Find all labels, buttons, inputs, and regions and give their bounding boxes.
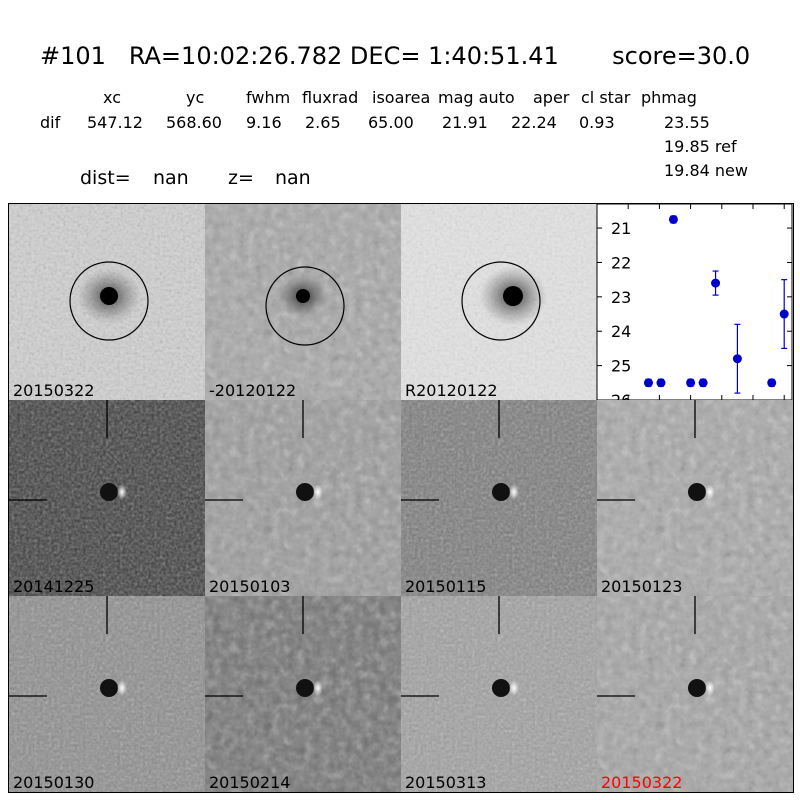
cutout-panel: 20150322 [597, 596, 793, 792]
dec-value: DEC= 1:40:51.41 [349, 42, 559, 70]
cutout-date-label: 20150214 [209, 773, 291, 792]
y-tick-label: 25 [611, 357, 631, 376]
col-header-xc: xc [103, 88, 121, 107]
ref-mag: 19.85 ref [664, 137, 737, 156]
ra-value: RA=10:02:26.782 [128, 42, 343, 70]
plot-area [596, 203, 793, 401]
cutout-texture [205, 400, 401, 596]
data-point [779, 309, 789, 319]
y-tick-label: 23 [611, 288, 631, 307]
cutout-date-label: 20141225 [13, 577, 95, 596]
cutout-panel: 20150214 [205, 596, 401, 792]
value-yc: 568.60 [166, 113, 222, 132]
dist-value: nan [153, 167, 189, 189]
candidate-id: #101 [40, 42, 106, 70]
cutout-panel: 20150103 [205, 400, 401, 596]
data-point [686, 378, 696, 388]
cutout-date-label: 20150123 [601, 577, 683, 596]
z-label: z= [228, 167, 254, 189]
value-isoarea: 65.00 [368, 113, 414, 132]
data-point [668, 214, 678, 224]
cutout-date-label: 20150103 [209, 577, 291, 596]
data-point [698, 378, 708, 388]
cutout-panel: 20150313 [401, 596, 597, 792]
cutout-panel: 20150115 [401, 400, 597, 596]
col-header-isoarea: isoarea [372, 88, 431, 107]
cutout-texture [401, 400, 597, 596]
cutout-date-label: 20150115 [405, 577, 487, 596]
candidate-title: #101 RA=10:02:26.782 DEC= 1:40:51.41 sco… [40, 44, 750, 68]
col-header-yc: yc [186, 88, 205, 107]
panel-label-ref: R20120122 [405, 381, 498, 400]
score-value: score=30.0 [612, 42, 751, 70]
cutout-date-label: 20150313 [405, 773, 487, 792]
cutout-texture [597, 400, 793, 596]
value-xc: 547.12 [87, 113, 143, 132]
data-point [643, 378, 653, 388]
image-panel-ref: R20120122 [401, 204, 597, 400]
row-label-dif: dif [40, 113, 61, 132]
col-header-aper: aper [533, 88, 570, 107]
y-tick-label: 21 [611, 219, 631, 238]
cutout-panel: 20150130 [9, 596, 205, 792]
image-panel-diff: -20120122 [205, 204, 401, 400]
panel-label-diff: -20120122 [209, 381, 297, 400]
col-header-fwhm: fwhm [246, 88, 291, 107]
y-tick-label: 22 [611, 253, 631, 272]
value-cl-star: 0.93 [579, 113, 615, 132]
col-header-mag-auto: mag auto [438, 88, 515, 107]
value-fwhm: 9.16 [246, 113, 282, 132]
value-aper: 22.24 [511, 113, 557, 132]
ref-image-texture [401, 204, 597, 400]
cutout-texture [9, 596, 205, 792]
data-point [711, 278, 721, 288]
image-panel-new: 20150322 [9, 204, 205, 400]
new-mag: 19.84 new [664, 161, 748, 180]
col-header-cl-star: cl star [581, 88, 631, 107]
value-fluxrad: 2.65 [305, 113, 341, 132]
cutout-texture [9, 400, 205, 596]
aperture-circle-icon [265, 266, 345, 346]
z-value: nan [275, 167, 311, 189]
col-header-fluxrad: fluxrad [302, 88, 359, 107]
cutout-panel: 20150123 [597, 400, 793, 596]
aperture-circle-icon [69, 261, 149, 341]
data-point [656, 378, 666, 388]
cutout-texture [597, 596, 793, 792]
diff-image-texture [205, 204, 401, 400]
panel-label-new: 20150322 [13, 381, 95, 400]
cutout-date-label: 20150322 [601, 773, 683, 792]
cutout-texture [205, 596, 401, 792]
value-mag-auto: 21.91 [442, 113, 488, 132]
dist-label: dist= [80, 167, 131, 189]
data-point [767, 378, 777, 388]
new-image-texture [9, 204, 205, 400]
col-header-phmag: phmag [641, 88, 697, 107]
aperture-circle-icon [461, 261, 541, 341]
y-tick-label: 24 [611, 322, 631, 341]
value-phmag: 23.55 [664, 113, 710, 132]
cutout-texture [401, 596, 597, 792]
cutout-date-label: 20150130 [13, 773, 95, 792]
data-point [732, 354, 742, 364]
cutout-panel: 20141225 [9, 400, 205, 596]
